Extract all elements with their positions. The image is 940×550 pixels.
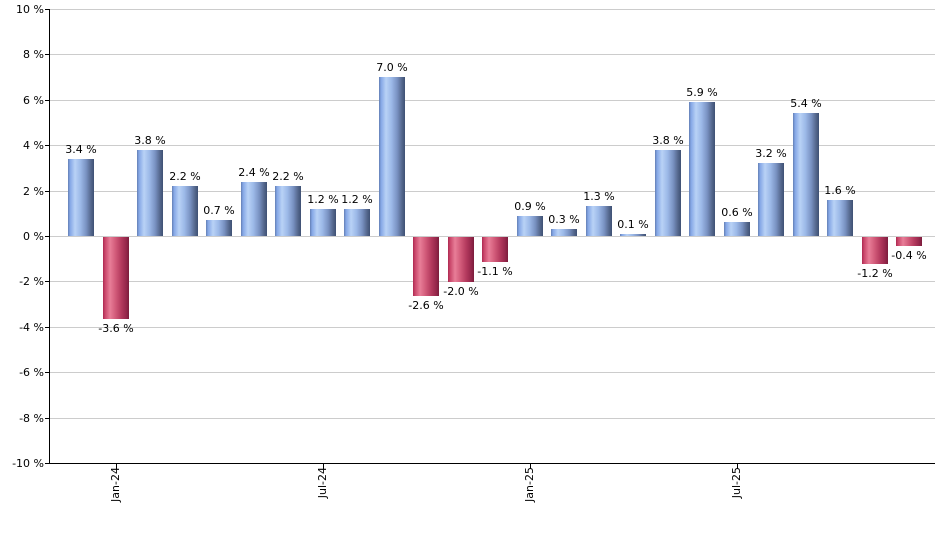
x-axis-tick-Jan-24 (116, 463, 117, 469)
y-axis-tick-4pct (45, 145, 49, 146)
gridline-2pct (49, 191, 935, 192)
y-axis-tick--4pct (45, 327, 49, 328)
y-axis-tick-6pct (45, 100, 49, 101)
bar-value-label-Jan-25: 0.9 % (514, 200, 546, 213)
bar-value-label-Dec-23: 3.4 % (65, 143, 97, 156)
bar-value-label-Jul-24: 1.2 % (307, 193, 339, 206)
bar-Aug-25 (758, 163, 784, 236)
bar-value-label-Sep-24: 7.0 % (376, 61, 408, 74)
x-axis-line (49, 463, 935, 464)
gridline--2pct (49, 281, 935, 282)
y-axis-label-6pct: 6 % (23, 94, 44, 107)
gridline-8pct (49, 54, 935, 55)
bar-value-label-Feb-25: 0.3 % (548, 213, 580, 226)
bar-Apr-24 (206, 220, 232, 236)
bar-Jun-25 (689, 102, 715, 236)
bar-value-label-Nov-24: -2.0 % (443, 285, 479, 298)
x-axis-label-Jul-25: Jul-25 (730, 467, 743, 499)
bar-May-24 (241, 182, 267, 236)
bar-Dec-24 (482, 237, 508, 262)
bar-value-label-Apr-24: 0.7 % (203, 204, 235, 217)
bar-value-label-Feb-24: 3.8 % (134, 134, 166, 147)
bar-Oct-25 (827, 200, 853, 236)
x-axis-tick-Jul-25 (737, 463, 738, 469)
gridline-0pct (49, 236, 935, 237)
bar-Aug-24 (344, 209, 370, 236)
gridline-10pct (49, 9, 935, 10)
bar-value-label-Apr-25: 0.1 % (617, 218, 649, 231)
bar-May-25 (655, 150, 681, 236)
bar-value-label-Sep-25: 5.4 % (790, 97, 822, 110)
bar-Mar-25 (586, 206, 612, 236)
bar-Nov-25 (862, 237, 888, 264)
y-axis-label--4pct: -4 % (19, 321, 44, 334)
y-axis-tick-8pct (45, 54, 49, 55)
bar-value-label-Jun-25: 5.9 % (686, 86, 718, 99)
bar-value-label-Mar-24: 2.2 % (169, 170, 201, 183)
bar-value-label-Jun-24: 2.2 % (272, 170, 304, 183)
bar-Nov-24 (448, 237, 474, 282)
bar-Jun-24 (275, 186, 301, 236)
y-axis-label-4pct: 4 % (23, 139, 44, 152)
gridline--8pct (49, 418, 935, 419)
y-axis-label--10pct: -10 % (12, 457, 44, 470)
y-axis-tick-2pct (45, 191, 49, 192)
bar-Feb-25 (551, 229, 577, 236)
y-axis-tick-0pct (45, 236, 49, 237)
bar-Jan-25 (517, 216, 543, 236)
bar-value-label-Jul-25: 0.6 % (721, 206, 753, 219)
y-axis-label-0pct: 0 % (23, 230, 44, 243)
y-axis-label-2pct: 2 % (23, 185, 44, 198)
y-axis-line (49, 9, 50, 464)
gridline-4pct (49, 145, 935, 146)
y-axis-tick-10pct (45, 9, 49, 10)
x-axis-tick-Jan-25 (530, 463, 531, 469)
gridline-6pct (49, 100, 935, 101)
bar-Apr-25 (620, 234, 646, 236)
x-axis-label-Jul-24: Jul-24 (316, 467, 329, 499)
x-axis-label-Jan-24: Jan-24 (109, 467, 122, 502)
bar-Feb-24 (137, 150, 163, 236)
bar-value-label-Jan-24: -3.6 % (98, 322, 134, 335)
bar-Mar-24 (172, 186, 198, 236)
x-axis-tick-Jul-24 (323, 463, 324, 469)
y-axis-tick--2pct (45, 281, 49, 282)
y-axis-label-10pct: 10 % (16, 3, 44, 16)
bar-value-label-Aug-24: 1.2 % (341, 193, 373, 206)
bar-value-label-Oct-24: -2.6 % (408, 299, 444, 312)
y-axis-tick--6pct (45, 372, 49, 373)
bar-value-label-Aug-25: 3.2 % (755, 147, 787, 160)
y-axis-label--2pct: -2 % (19, 275, 44, 288)
bar-value-label-May-24: 2.4 % (238, 166, 270, 179)
y-axis-tick--8pct (45, 418, 49, 419)
y-axis-label-8pct: 8 % (23, 48, 44, 61)
y-axis-label--8pct: -8 % (19, 412, 44, 425)
bar-Dec-23 (68, 159, 94, 236)
y-axis-tick--10pct (45, 463, 49, 464)
bar-value-label-Mar-25: 1.3 % (583, 190, 615, 203)
gridline--6pct (49, 372, 935, 373)
bar-Sep-25 (793, 113, 819, 236)
bar-value-label-Dec-25: -0.4 % (891, 249, 927, 262)
bar-value-label-Dec-24: -1.1 % (477, 265, 513, 278)
bar-value-label-Oct-25: 1.6 % (824, 184, 856, 197)
bar-Sep-24 (379, 77, 405, 236)
bar-Jan-24 (103, 237, 129, 319)
x-axis-label-Jan-25: Jan-25 (523, 467, 536, 502)
bar-Jul-25 (724, 222, 750, 236)
bar-Jul-24 (310, 209, 336, 236)
bar-value-label-Nov-25: -1.2 % (857, 267, 893, 280)
bar-Dec-25 (896, 237, 922, 246)
y-axis-label--6pct: -6 % (19, 366, 44, 379)
bar-Oct-24 (413, 237, 439, 296)
gridline--4pct (49, 327, 935, 328)
bar-value-label-May-25: 3.8 % (652, 134, 684, 147)
